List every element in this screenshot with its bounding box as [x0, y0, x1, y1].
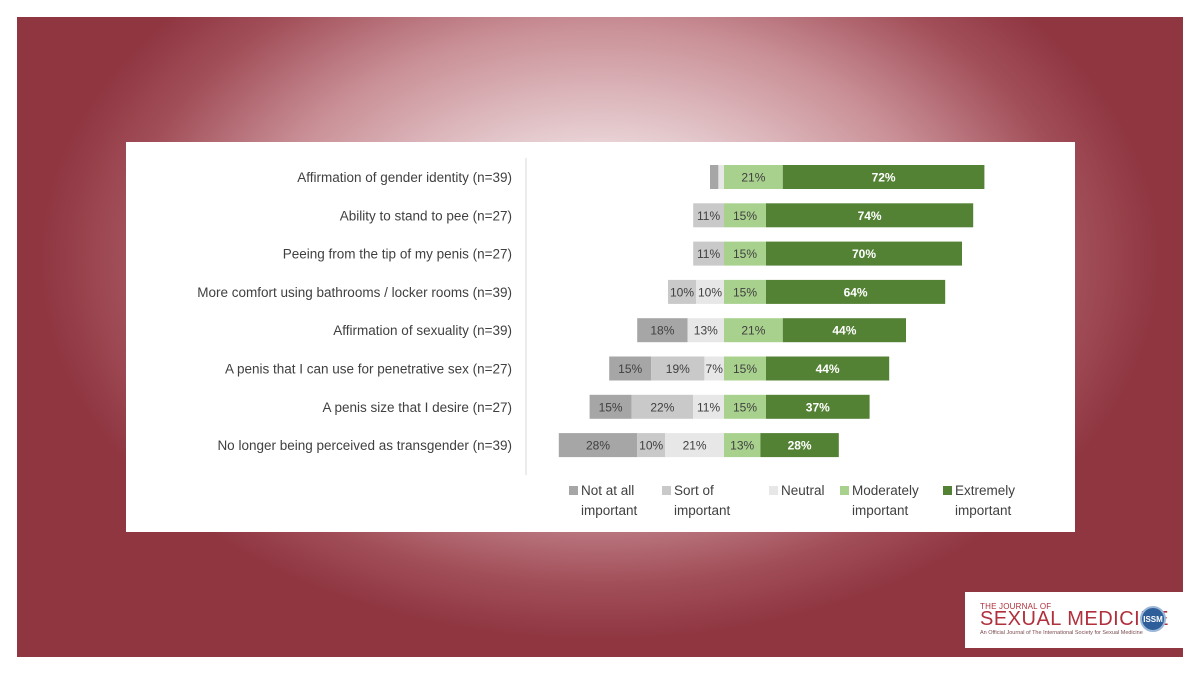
bar-segment — [724, 394, 766, 419]
bar-segment — [760, 433, 839, 458]
bar-segment — [609, 356, 652, 381]
data-label: 11% — [697, 400, 720, 414]
legend-label: important — [581, 503, 638, 518]
bar-segment — [724, 241, 766, 266]
bar-segment — [724, 203, 766, 228]
data-label: 18% — [650, 324, 674, 338]
data-label: 11% — [697, 209, 720, 223]
legend-label: Extremely — [955, 483, 1015, 498]
bar-segment — [724, 318, 783, 343]
legend-label: important — [674, 503, 731, 518]
data-label: 28% — [788, 439, 812, 453]
data-label: 10% — [698, 285, 722, 299]
legend-label: important — [955, 503, 1012, 518]
data-label: 15% — [618, 362, 642, 376]
bar-segment — [637, 433, 666, 458]
bar-segment — [704, 356, 724, 381]
logo-main-text: SEXUAL MEDICINE — [980, 608, 1170, 630]
logo-tagline: An Official Journal of The International… — [980, 630, 1143, 636]
category-label: Peeing from the tip of my penis (n=27) — [283, 247, 512, 262]
bar-segment — [724, 433, 761, 458]
bar-segment — [766, 394, 870, 419]
category-label: Affirmation of sexuality (n=39) — [333, 323, 512, 338]
data-label: 22% — [650, 400, 674, 414]
data-label: 13% — [730, 439, 754, 453]
data-label: 13% — [694, 324, 718, 338]
legend-swatch — [569, 486, 578, 495]
legend-swatch — [943, 486, 952, 495]
category-label: A penis that I can use for penetrative s… — [225, 362, 512, 377]
journal-logo: THE JOURNAL OF SEXUAL MEDICINE An Offici… — [965, 592, 1183, 648]
data-label: 15% — [733, 247, 757, 261]
data-label: 64% — [844, 285, 868, 299]
data-label: 15% — [733, 209, 757, 223]
legend-label: Moderately — [852, 483, 919, 498]
bar-segment — [782, 165, 985, 189]
category-label: Affirmation of gender identity (n=39) — [297, 170, 512, 185]
bar-segment — [665, 433, 724, 458]
bar-segment — [631, 394, 694, 419]
legend-label: Sort of — [674, 483, 714, 498]
bar-segment — [718, 165, 724, 189]
data-label: 7% — [706, 362, 724, 376]
bar-segment — [693, 203, 724, 228]
data-label: 19% — [666, 362, 690, 376]
data-label: 15% — [733, 362, 757, 376]
data-label: 74% — [858, 209, 882, 223]
data-label: 21% — [741, 171, 765, 185]
data-label: 72% — [872, 171, 896, 185]
data-label: 10% — [639, 439, 663, 453]
issm-badge-icon: ISSM — [1140, 606, 1166, 632]
category-label: Ability to stand to pee (n=27) — [340, 208, 512, 223]
category-label: More comfort using bathrooms / locker ro… — [197, 285, 512, 300]
legend-label: important — [852, 503, 909, 518]
data-label: 15% — [733, 400, 757, 414]
bar-segment — [782, 318, 906, 343]
diverging-bar-chart: Affirmation of gender identity (n=39) 21%… — [197, 158, 1015, 518]
data-label: 21% — [741, 324, 765, 338]
data-label: 15% — [733, 285, 757, 299]
bar-segment — [724, 279, 766, 304]
bar-segment — [589, 394, 632, 419]
data-label: 28% — [586, 439, 610, 453]
bar-segment — [696, 279, 724, 304]
data-label: 11% — [697, 247, 720, 261]
data-label: 70% — [852, 247, 876, 261]
chart-card: Affirmation of gender identity (n=39) 21%… — [126, 142, 1075, 532]
legend-swatch — [840, 486, 849, 495]
bar-segment — [637, 318, 688, 343]
data-label: 37% — [806, 400, 830, 414]
bar-segment — [724, 165, 783, 189]
data-label: 21% — [683, 439, 707, 453]
bar-segment — [710, 165, 719, 189]
bar-segment — [766, 241, 962, 266]
bar-segment — [558, 433, 638, 458]
bar-segment — [693, 394, 724, 419]
bar-segment — [766, 356, 890, 381]
logo-small-text: THE JOURNAL OF — [980, 602, 1052, 611]
legend-label: Not at all — [581, 483, 634, 498]
category-label: No longer being perceived as transgender… — [217, 438, 512, 453]
bar-segment — [687, 318, 724, 343]
data-label: 15% — [599, 400, 623, 414]
data-label: 44% — [832, 324, 856, 338]
data-label: 10% — [670, 285, 694, 299]
data-label: 44% — [816, 362, 840, 376]
bar-segment — [693, 241, 724, 266]
legend-swatch — [769, 486, 778, 495]
bar-segment — [668, 279, 696, 304]
legend-swatch — [662, 486, 671, 495]
bar-segment — [651, 356, 705, 381]
bar-segment — [766, 279, 946, 304]
category-label: A penis size that I desire (n=27) — [323, 400, 512, 415]
bar-segment — [724, 356, 766, 381]
legend-label: Neutral — [781, 483, 825, 498]
bar-segment — [766, 203, 974, 228]
